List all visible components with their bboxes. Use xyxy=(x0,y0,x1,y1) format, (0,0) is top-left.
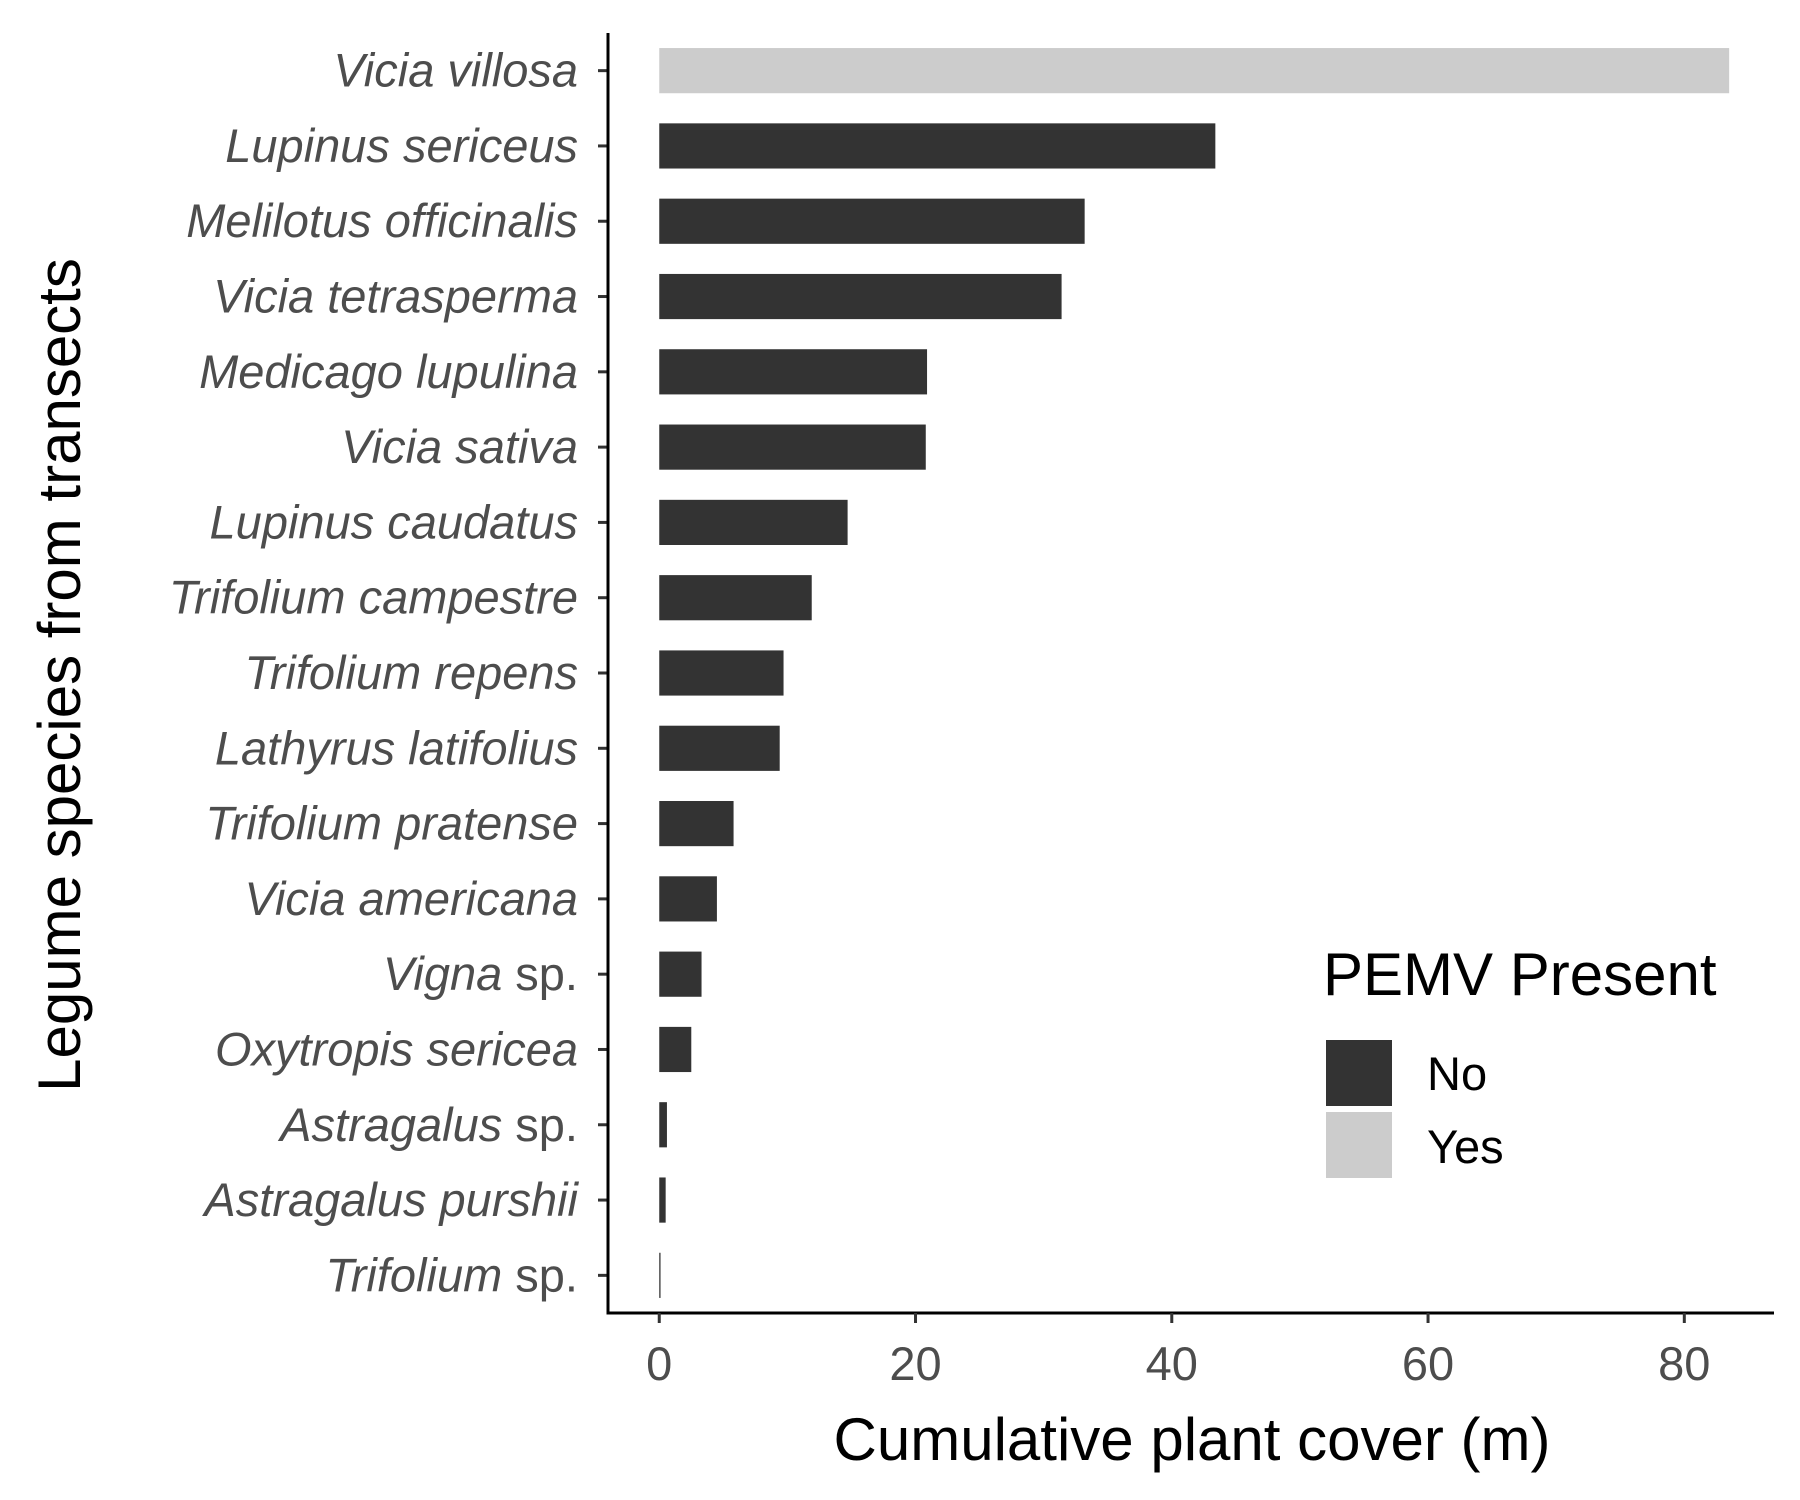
y-tick-label: Astragalus sp. xyxy=(277,1098,578,1151)
bar-astragalus-sp xyxy=(659,1102,667,1148)
y-tick-label: Vicia villosa xyxy=(333,44,578,97)
bar-trifolium-campestre xyxy=(659,575,812,621)
y-tick-label: Lupinus sericeus xyxy=(225,119,578,172)
y-tick-label: Oxytropis sericea xyxy=(215,1022,578,1075)
bar-lupinus-caudatus xyxy=(659,499,848,545)
bar-vicia-villosa xyxy=(659,48,1730,94)
y-tick-label: Trifolium pratense xyxy=(205,797,578,850)
x-axis-title: Cumulative plant cover (m) xyxy=(834,1406,1551,1473)
legend-label-yes: Yes xyxy=(1427,1120,1504,1173)
y-tick-label: Vicia americana xyxy=(244,872,578,925)
bars-layer xyxy=(659,48,1730,1298)
x-tick-label: 80 xyxy=(1658,1337,1710,1390)
y-tick-label: Vigna sp. xyxy=(383,947,578,1000)
legend: PEMV Present No Yes xyxy=(1323,941,1717,1178)
y-tick-label: Trifolium sp. xyxy=(326,1248,578,1301)
bar-melilotus-officinalis xyxy=(659,198,1085,244)
y-tick-label: Vicia tetrasperma xyxy=(213,270,578,323)
bar-medicago-lupulina xyxy=(659,349,928,395)
x-tick-label: 0 xyxy=(646,1337,672,1390)
bar-lathyrus-latifolius xyxy=(659,725,780,771)
y-tick-label: Vicia sativa xyxy=(341,420,578,473)
y-axis: Vicia villosa Lupinus sericeus Melilotus o… xyxy=(169,33,610,1315)
y-tick-label: Medicago lupulina xyxy=(199,345,578,398)
y-tick-label: Lupinus caudatus xyxy=(210,495,578,548)
bar-vigna-sp xyxy=(659,951,702,997)
y-tick-label: Melilotus officinalis xyxy=(186,194,578,247)
bar-lupinus-sericeus xyxy=(659,123,1216,169)
x-tick-label: 40 xyxy=(1146,1337,1198,1390)
bar-vicia-americana xyxy=(659,876,717,922)
bar-trifolium-repens xyxy=(659,650,784,696)
x-axis: 0 20 40 60 80 xyxy=(606,1311,1774,1390)
bar-oxytropis-sericea xyxy=(659,1026,692,1073)
x-tick-label: 20 xyxy=(889,1337,941,1390)
legend-label-no: No xyxy=(1427,1047,1487,1100)
bar-vicia-sativa xyxy=(659,424,926,470)
bar-trifolium-pratense xyxy=(659,801,734,847)
y-tick-label: Trifolium campestre xyxy=(169,571,578,624)
y-tick-label: Lathyrus latifolius xyxy=(215,721,578,774)
y-tick-label: Trifolium repens xyxy=(245,646,578,699)
x-tick-label: 60 xyxy=(1402,1337,1454,1390)
bar-astragalus-purshii xyxy=(659,1177,666,1223)
y-tick-label: Astragalus purshii xyxy=(201,1173,579,1226)
bar-trifolium-sp xyxy=(659,1252,661,1298)
legend-title: PEMV Present xyxy=(1323,941,1717,1008)
y-axis-title: Legume species from transects xyxy=(26,258,93,1092)
legend-swatch-no xyxy=(1326,1040,1392,1106)
bar-vicia-tetrasperma xyxy=(659,273,1062,320)
legend-swatch-yes xyxy=(1326,1112,1392,1178)
